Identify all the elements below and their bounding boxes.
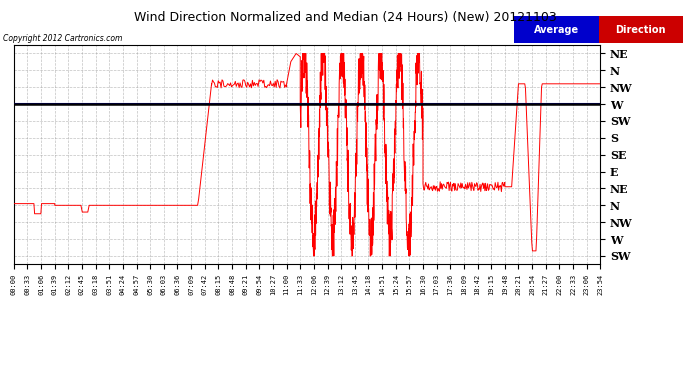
Text: Copyright 2012 Cartronics.com: Copyright 2012 Cartronics.com bbox=[3, 34, 123, 43]
Text: Direction: Direction bbox=[615, 25, 666, 34]
Text: Wind Direction Normalized and Median (24 Hours) (New) 20121103: Wind Direction Normalized and Median (24… bbox=[134, 11, 556, 24]
Text: Average: Average bbox=[534, 25, 579, 34]
Bar bbox=[514, 16, 599, 43]
Bar bbox=[599, 16, 683, 43]
